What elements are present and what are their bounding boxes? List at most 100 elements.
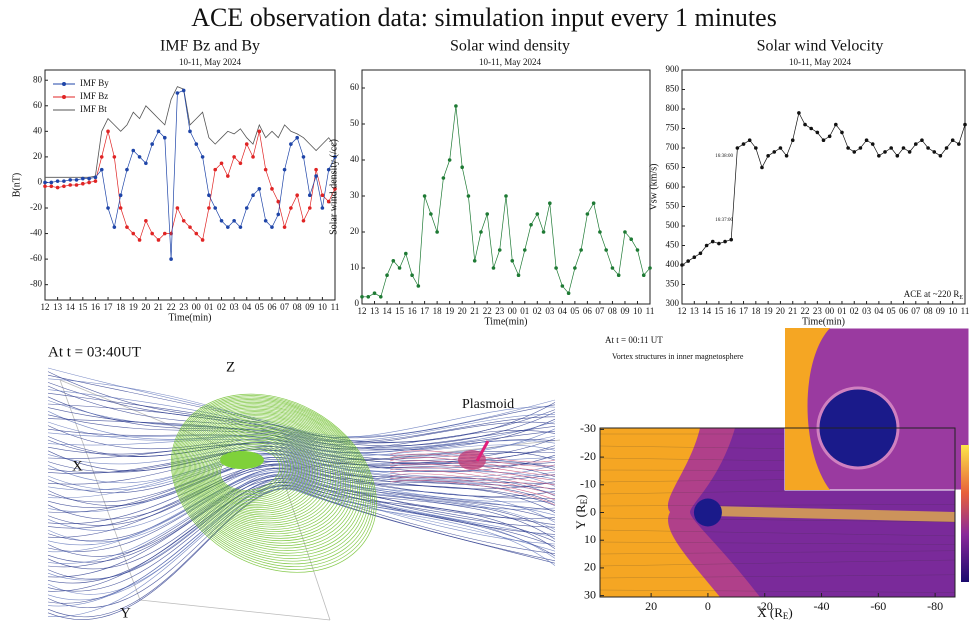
data-point <box>87 180 91 185</box>
data-point <box>760 165 764 170</box>
data-point <box>385 273 389 278</box>
data-point <box>74 178 79 182</box>
data-point <box>704 243 709 248</box>
data-point <box>276 199 281 204</box>
chart-title: IMF Bz and By <box>160 38 260 55</box>
series-line <box>45 89 336 260</box>
x-tick-label: 06 <box>583 306 593 316</box>
data-point <box>447 158 452 162</box>
flow-line <box>599 541 956 545</box>
y-tick-label: -80 <box>30 279 42 289</box>
data-point <box>635 248 640 252</box>
x-tick-label: 01 <box>837 306 846 316</box>
data-point <box>422 194 427 198</box>
y-tick-label: -20 <box>30 202 42 212</box>
data-point <box>404 251 408 256</box>
y-tick-label: 750 <box>666 123 680 133</box>
data-point <box>232 218 236 223</box>
x-tick-label: 14 <box>383 306 393 316</box>
data-point <box>741 142 746 146</box>
x-tick-label: 00 <box>508 306 518 316</box>
data-point <box>391 259 396 263</box>
x-tick-label: 14 <box>66 302 76 312</box>
data-point <box>106 206 110 210</box>
field-line <box>47 484 556 608</box>
data-point <box>616 273 621 278</box>
data-point <box>238 161 243 166</box>
closed-field-line <box>191 416 339 530</box>
data-point <box>295 193 299 198</box>
panel-caption: Vortex structures in inner magnetosphere <box>612 352 744 361</box>
x-tick-label: 16 <box>727 306 737 316</box>
field-line <box>47 460 556 520</box>
data-point <box>175 91 180 95</box>
series-line <box>362 105 651 298</box>
data-point <box>378 295 383 299</box>
x-tick-label: -80 <box>927 599 943 613</box>
data-point <box>207 193 211 198</box>
x-tick-label: 03 <box>230 302 240 312</box>
y-axis-label: Solar wind density (/cc) <box>328 139 339 235</box>
data-point <box>554 266 558 270</box>
data-point <box>610 266 615 270</box>
field-line <box>47 471 556 552</box>
data-point <box>49 184 54 189</box>
data-point <box>282 225 287 229</box>
data-point <box>441 176 446 180</box>
data-point <box>181 218 186 223</box>
flow-line <box>599 517 956 523</box>
closed-field-line <box>214 442 292 497</box>
plot-frame <box>681 69 966 305</box>
legend-marker <box>62 82 66 86</box>
data-point <box>692 255 697 259</box>
x-tick-label: 05 <box>570 306 580 316</box>
data-point <box>591 201 596 205</box>
data-point <box>766 154 770 158</box>
field-line <box>47 456 556 499</box>
x-tick-label: 08 <box>608 306 618 316</box>
x-tick-label: 11 <box>646 306 655 316</box>
x-tick-label: 09 <box>620 306 630 316</box>
data-point <box>263 218 268 223</box>
data-point <box>270 225 274 229</box>
data-point <box>314 174 318 178</box>
data-point <box>131 148 136 153</box>
earth <box>220 451 264 469</box>
data-point <box>566 291 571 296</box>
data-point <box>219 161 224 166</box>
data-point <box>372 291 377 296</box>
closed-field-line <box>176 400 367 559</box>
plasmoid-line <box>389 470 556 491</box>
field-line <box>47 459 556 509</box>
data-point <box>852 150 857 154</box>
x-axis-label: Time(min) <box>802 316 845 327</box>
data-point <box>366 295 371 299</box>
data-point <box>326 199 331 204</box>
data-point <box>920 138 924 142</box>
y-tick-label: 700 <box>666 142 680 152</box>
data-point <box>907 150 912 154</box>
data-point <box>889 146 893 150</box>
x-tick-label: 22 <box>483 306 492 316</box>
tail-current <box>712 506 955 522</box>
x-tick-label: 06 <box>899 306 909 316</box>
closed-field-line <box>204 430 313 510</box>
data-point <box>194 231 199 236</box>
x-tick-label: 13 <box>53 302 63 312</box>
data-point <box>895 154 900 158</box>
y-tick-label: -20 <box>580 449 596 463</box>
y-tick-label: 650 <box>666 162 680 172</box>
data-point <box>200 238 205 242</box>
x-tick-label: 20 <box>776 306 786 316</box>
data-point <box>81 181 85 186</box>
closed-field-line <box>188 413 344 535</box>
x-tick-label: 22 <box>167 302 176 312</box>
panel-time: At t = 03:40UT <box>48 344 141 360</box>
x-tick-label: 16 <box>408 306 418 316</box>
x-tick-label: 20 <box>645 599 657 613</box>
data-point <box>840 130 844 135</box>
closed-field-line <box>172 395 375 570</box>
field-line <box>47 457 556 503</box>
closed-field-line <box>190 415 342 532</box>
data-point <box>522 248 527 252</box>
